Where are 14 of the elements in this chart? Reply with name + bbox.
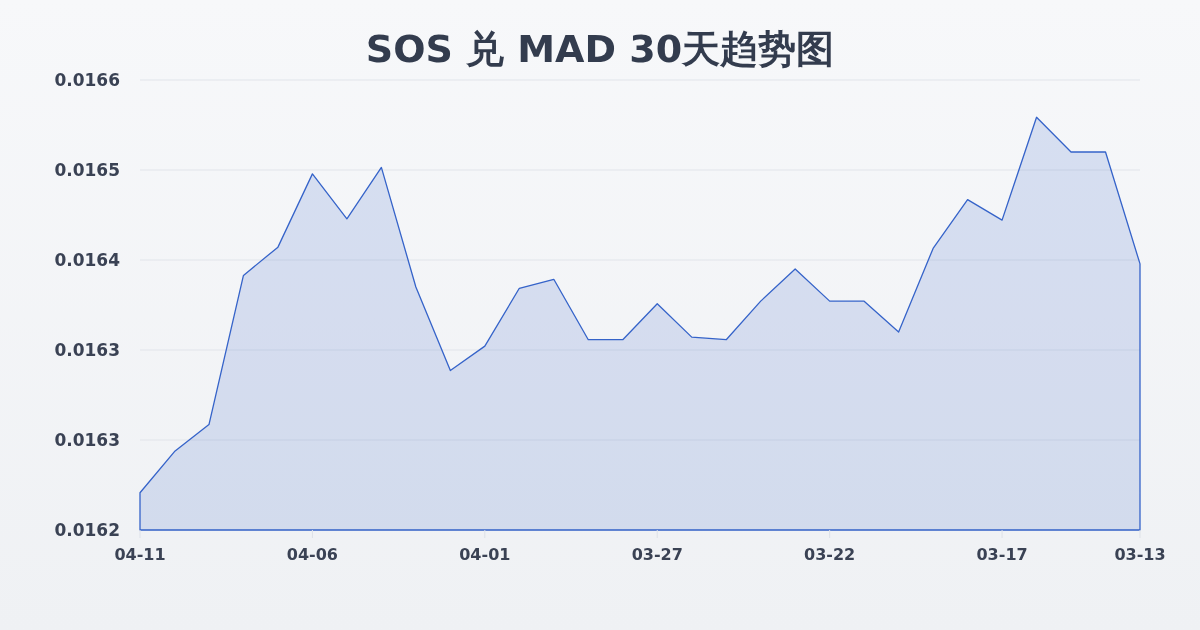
y-tick-label: 0.0165 (54, 159, 120, 180)
y-tick-label: 0.0164 (54, 249, 121, 270)
y-tick-label: 0.0166 (54, 69, 120, 90)
y-tick-label: 0.0163 (54, 429, 120, 450)
x-tick-label: 03-22 (804, 545, 856, 564)
x-tick-label: 03-27 (631, 545, 683, 564)
x-tick-label: 03-13 (1114, 545, 1166, 564)
y-tick-label: 0.0162 (54, 519, 120, 540)
x-tick-label: 04-11 (114, 545, 166, 564)
chart-title: SOS 兑 MAD 30天趋势图 (365, 27, 835, 71)
x-tick-label: 03-17 (976, 545, 1028, 564)
x-tick-label: 04-01 (459, 545, 511, 564)
x-tick-label: 04-06 (286, 545, 338, 564)
y-tick-label: 0.0163 (54, 339, 120, 360)
